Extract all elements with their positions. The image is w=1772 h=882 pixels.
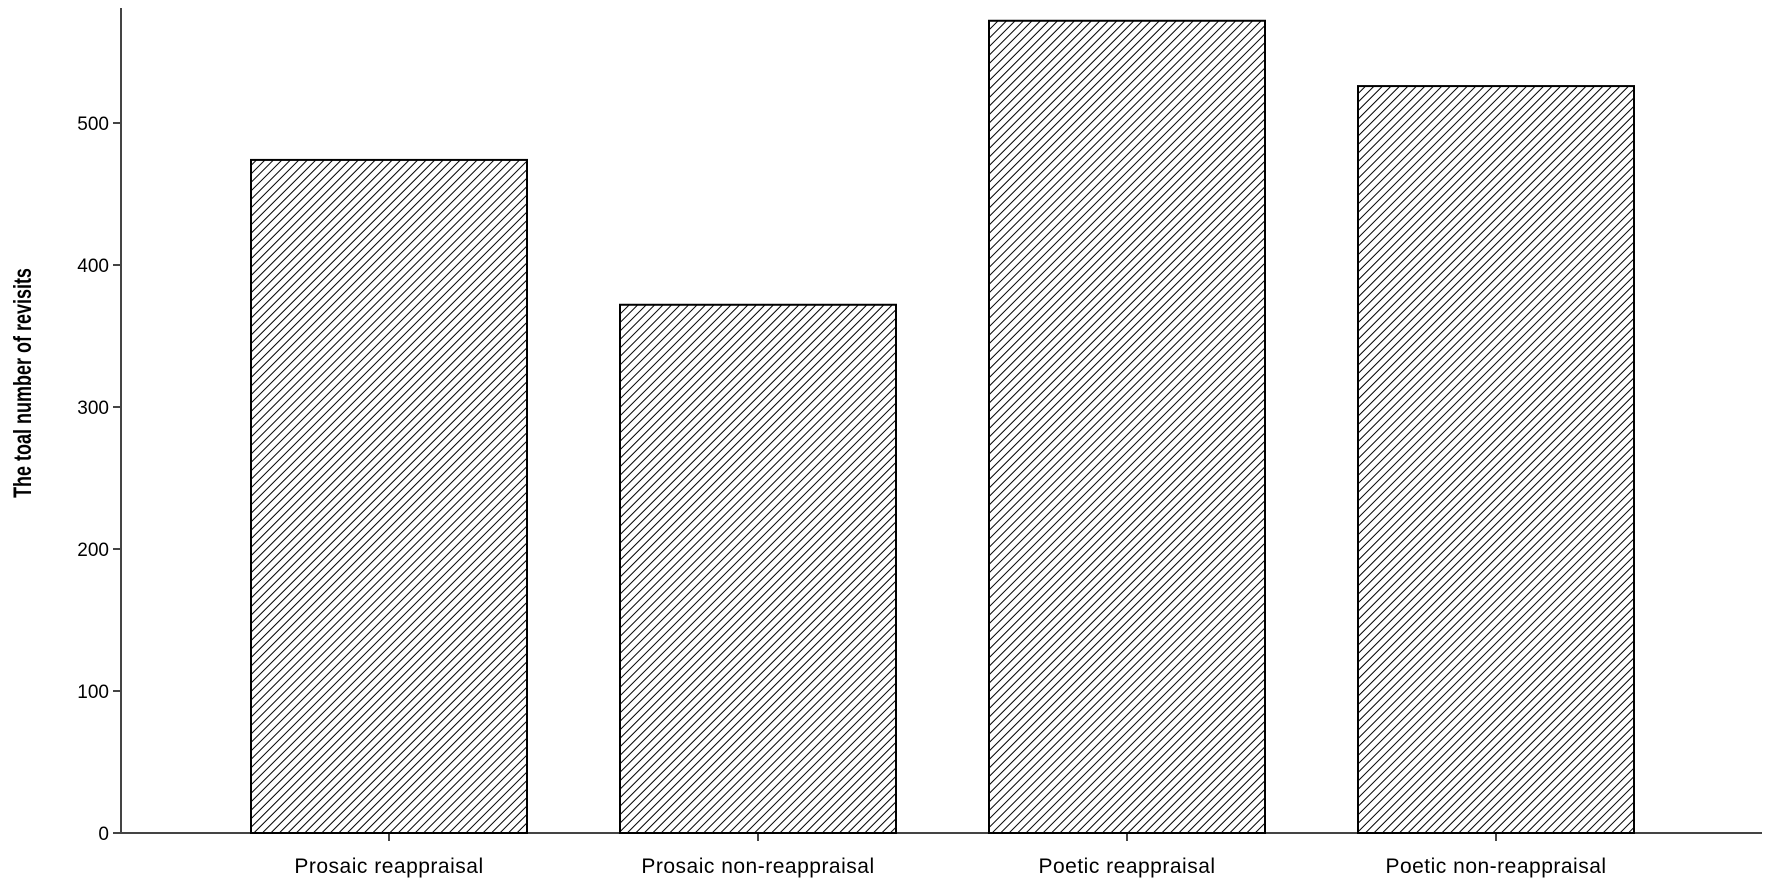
y-tick-label: 300 [77,398,109,419]
x-tick-label: Poetic non-reappraisal [1385,855,1606,878]
x-axis [121,832,1762,841]
y-tick-label: 100 [77,682,109,703]
y-tick-label: 0 [98,824,109,845]
bars [250,19,1635,835]
y-tick-label: 400 [77,256,109,277]
bar [619,303,897,834]
y-axis-label: The toal number of revisits [8,268,37,498]
x-tick-label: Prosaic reappraisal [294,855,483,878]
x-tick-label: Prosaic non-reappraisal [641,855,874,878]
x-tick-label: Poetic reappraisal [1038,855,1215,878]
bar [250,158,528,835]
y-tick-label: 200 [77,540,109,561]
y-axis [113,8,122,834]
bar [988,19,1266,834]
bar [1357,85,1635,834]
y-tick-label: 500 [77,114,109,135]
x-tick-labels: Prosaic reappraisal Prosaic non-reapprais… [294,855,1606,878]
y-tick-labels: 0 100 200 300 400 500 [77,114,109,845]
